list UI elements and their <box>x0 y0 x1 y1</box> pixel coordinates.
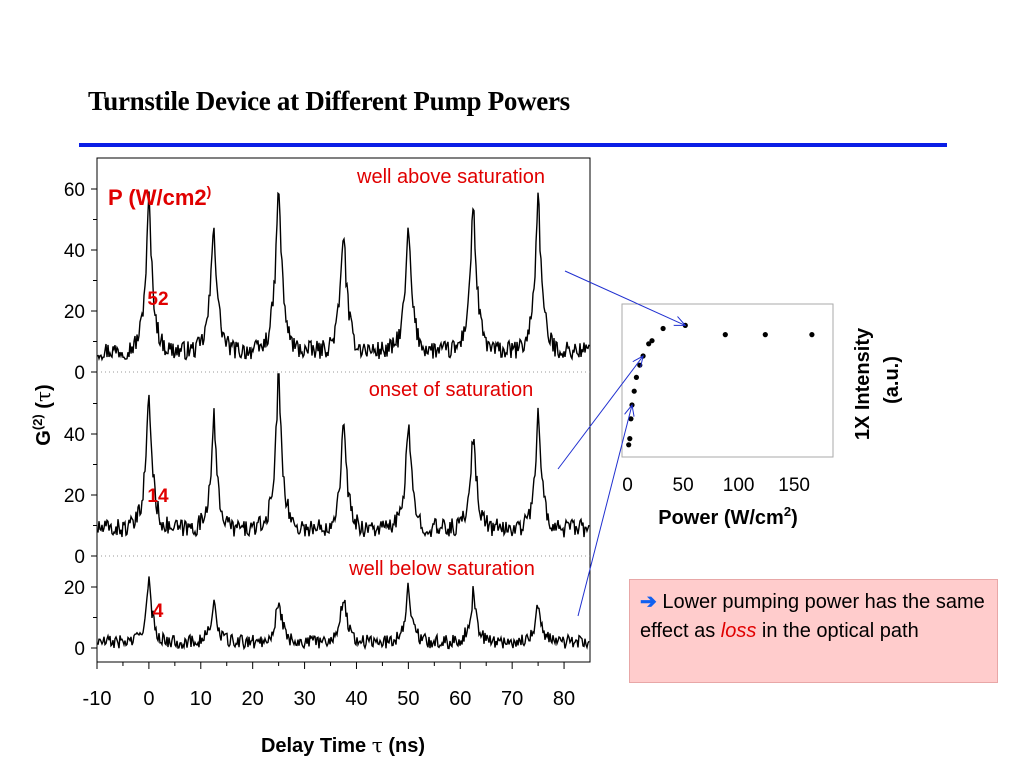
note-text-before: Lower pumping power has the same effect … <box>640 591 985 642</box>
link-arrow-14 <box>557 356 643 470</box>
title-underline <box>79 143 947 147</box>
y-tick-label: 0 <box>74 363 85 384</box>
x-axis-label: Power (W/cm2) <box>658 504 797 529</box>
slide-title: Turnstile Device at Different Pump Power… <box>88 86 570 116</box>
panel-annotation: onset of saturation <box>369 379 534 401</box>
panel-annotation: well below saturation <box>348 558 535 580</box>
data-point <box>762 332 768 338</box>
saturation-plot-frame <box>621 303 834 458</box>
y-tick-label: 0 <box>74 639 85 660</box>
right-arrow-icon: ➔ <box>640 591 657 613</box>
y-axis-label: 1X Intensity <box>852 327 874 440</box>
data-point <box>633 374 640 380</box>
g2-trace-4 <box>97 576 590 651</box>
x-tick-label: 50 <box>673 475 694 496</box>
y-tick-label: 0 <box>74 547 85 568</box>
link-arrow-52 <box>564 270 685 325</box>
x-tick-label: 20 <box>242 688 264 710</box>
y-tick-label: 20 <box>64 302 85 323</box>
g2-trace-14 <box>97 373 590 538</box>
data-point <box>631 388 637 394</box>
x-tick-label: 30 <box>293 688 315 710</box>
y-tick-label: 20 <box>64 578 85 599</box>
x-axis-label: Delay Time τ (ns) <box>261 733 425 757</box>
power-label: 52 <box>147 289 168 310</box>
x-tick-label: 70 <box>501 688 523 710</box>
data-point <box>627 436 633 442</box>
y-tick-label: 40 <box>64 425 85 446</box>
x-tick-label: 60 <box>449 688 471 710</box>
x-tick-label: 80 <box>553 688 575 710</box>
note-text-after: in the optical path <box>756 620 919 642</box>
x-tick-label: 50 <box>397 688 419 710</box>
y-tick-label: 60 <box>64 180 85 201</box>
data-point <box>809 332 815 338</box>
x-tick-label: -10 <box>83 688 112 710</box>
y-tick-label: 20 <box>64 486 85 507</box>
data-point <box>660 325 666 332</box>
note-highlight: loss <box>720 620 757 642</box>
data-point <box>649 338 655 344</box>
x-tick-label: 0 <box>622 475 633 496</box>
x-tick-label: 150 <box>778 475 810 496</box>
y-axis-label: G(2) (τ) <box>30 384 55 445</box>
power-label: 14 <box>147 486 169 507</box>
data-point <box>628 416 634 422</box>
data-point <box>626 442 632 448</box>
x-tick-label: 0 <box>143 688 154 710</box>
y-axis-label: (a.u.) <box>881 356 903 404</box>
data-point <box>722 332 728 338</box>
y-tick-label: 40 <box>64 241 85 262</box>
legend-title: P (W/cm2) <box>108 183 211 210</box>
link-arrow-4 <box>577 405 632 617</box>
g2-trace-52 <box>97 191 590 362</box>
data-point <box>682 322 688 328</box>
x-tick-label: 40 <box>345 688 367 710</box>
correlation-frame <box>96 157 591 663</box>
takeaway-note: ➔ Lower pumping power has the same effec… <box>629 579 998 683</box>
data-point <box>646 341 652 347</box>
power-label: 4 <box>153 601 164 622</box>
x-tick-label: 100 <box>723 475 755 496</box>
x-tick-label: 10 <box>190 688 212 710</box>
panel-annotation: well above saturation <box>356 166 545 188</box>
